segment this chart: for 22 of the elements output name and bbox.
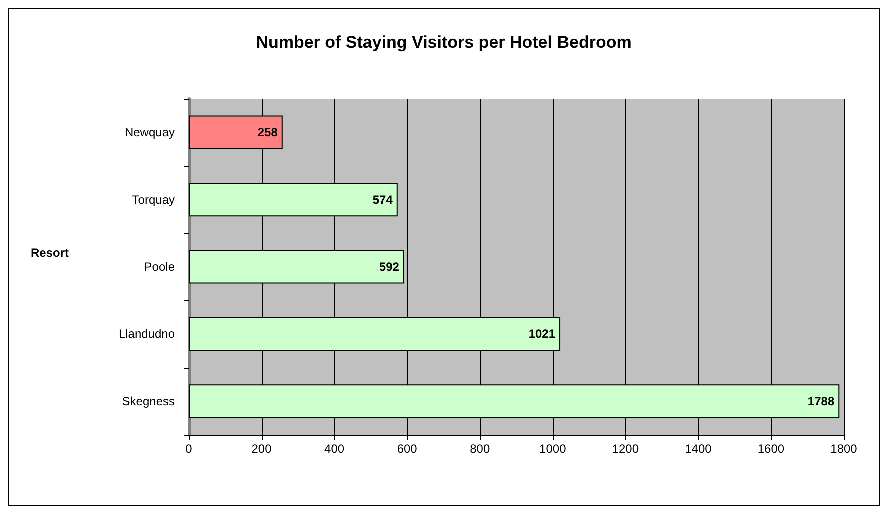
x-tick-label: 1400 (685, 442, 712, 456)
x-tick-label: 0 (186, 442, 193, 456)
y-tick-label: Llandudno (118, 327, 176, 342)
x-tick-label: 1600 (758, 442, 785, 456)
data-label: 574 (372, 192, 394, 207)
y-tick-label: Torquay (132, 192, 175, 207)
x-tick-label: 400 (324, 442, 345, 456)
x-tick-label: 1000 (540, 442, 567, 456)
x-tick-label: 600 (397, 442, 418, 456)
y-axis-title: Resort (31, 246, 70, 260)
y-tick-label: Newquay (124, 126, 175, 140)
chart-title: Number of Staying Visitors per Hotel Bedroom (256, 33, 632, 52)
data-label: 258 (258, 126, 278, 140)
data-label: 592 (379, 260, 400, 274)
x-tick-label: 200 (252, 442, 272, 456)
x-tick-label: 800 (470, 442, 490, 456)
x-tick-label: 1800 (830, 442, 858, 456)
x-tick-label: 1200 (612, 442, 640, 456)
data-label: 1788 (808, 394, 835, 408)
data-label: 1021 (528, 327, 556, 342)
y-tick-label: Skegness (122, 394, 175, 408)
y-tick-label: Poole (144, 260, 176, 274)
